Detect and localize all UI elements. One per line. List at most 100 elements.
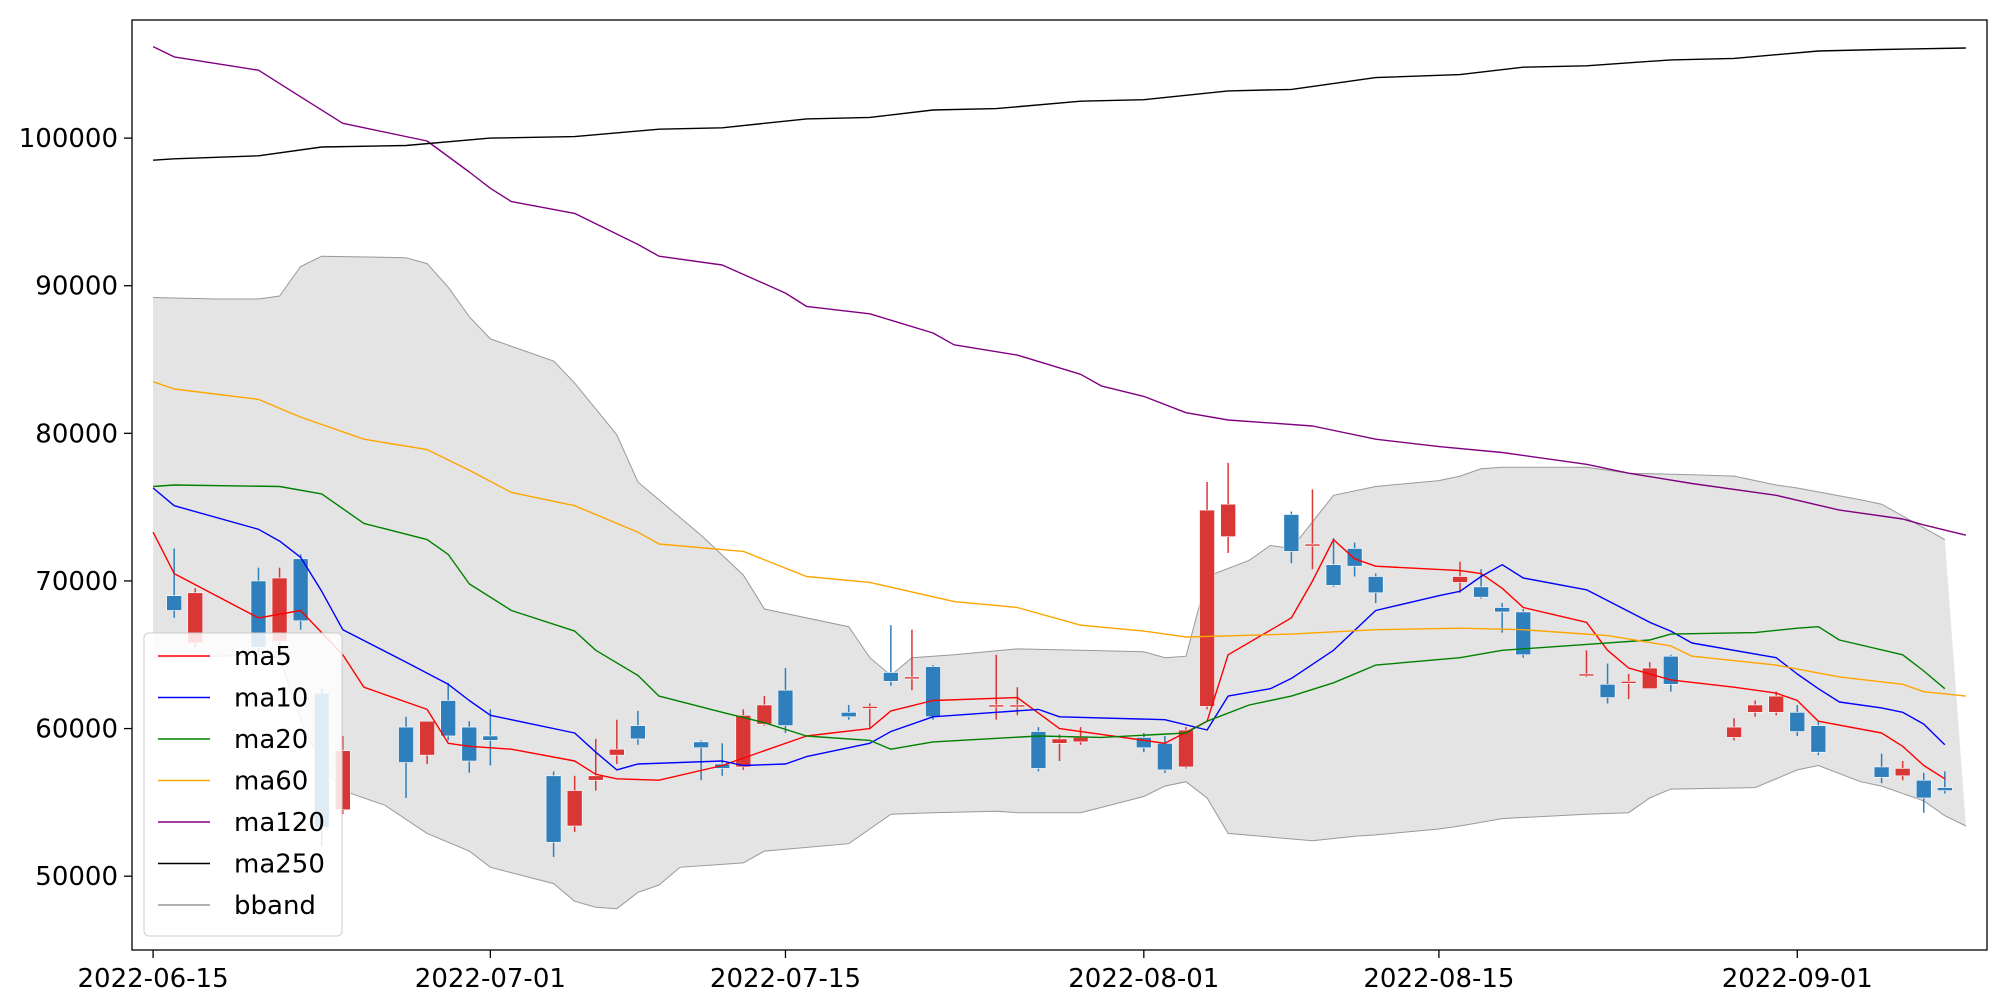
candle-body [904, 676, 920, 680]
candle [166, 548, 182, 618]
candle [1304, 489, 1321, 570]
candle-body [1747, 704, 1763, 713]
candle-body [461, 726, 478, 762]
y-tick-label: 100000 [19, 124, 118, 154]
candle-body [292, 558, 309, 622]
legend-item-ma10: ma10 [158, 684, 308, 714]
candle-body [1051, 738, 1068, 744]
candle-body [398, 726, 414, 763]
candle-body [1136, 737, 1152, 749]
candle [461, 721, 478, 773]
candle-body [271, 577, 288, 642]
legend-item-ma250: ma250 [158, 850, 325, 880]
candle [1873, 753, 1890, 784]
legend-item-ma60: ma60 [158, 767, 308, 797]
x-tick-label: 2022-06-15 [78, 964, 229, 994]
candle-body [1663, 655, 1679, 685]
candle [777, 668, 794, 733]
y-tick-label: 80000 [35, 419, 118, 449]
candle-body [1220, 503, 1236, 537]
candle [883, 625, 899, 686]
candle [1578, 650, 1595, 677]
candle-body [1578, 673, 1595, 677]
series-line-ma20 [153, 484, 1946, 750]
bband-fill [153, 256, 1966, 909]
candle-body [1009, 704, 1026, 708]
x-axis: 2022-06-15 2022-07-01 2022-07-15 2022-08-01… [78, 950, 1873, 994]
candle-body [1030, 731, 1047, 769]
candle [1789, 704, 1806, 736]
candle-body [1726, 726, 1742, 738]
legend: ma5 ma10 ma20 ma60 ma120 ma250 bband [143, 632, 343, 937]
legend-item-bband: bband [158, 891, 316, 921]
candle [904, 629, 920, 691]
candle [419, 720, 435, 764]
candle [1283, 511, 1300, 564]
candle-body [166, 595, 182, 611]
candle-body [735, 714, 752, 768]
legend-label: ma20 [234, 725, 308, 755]
candle-body [630, 725, 646, 740]
legend-label: bband [234, 891, 316, 921]
y-axis: 50000 60000 70000 80000 90000 100000 [19, 124, 132, 892]
y-tick-label: 70000 [35, 567, 118, 597]
candle-body [1473, 586, 1489, 598]
candle-body [1157, 743, 1173, 771]
candle-body [440, 700, 456, 737]
candle-body [714, 763, 731, 769]
legend-label: ma60 [234, 767, 308, 797]
y-tick-label: 90000 [35, 272, 118, 302]
candle-body [1178, 729, 1194, 768]
candle-body [609, 748, 625, 756]
candle [1768, 691, 1785, 716]
candle [545, 771, 562, 857]
candle-body [1346, 548, 1363, 567]
candle [609, 719, 625, 764]
candle-body [545, 775, 562, 843]
candle-body [1283, 514, 1300, 552]
candle [840, 704, 857, 720]
candle [988, 654, 1005, 720]
legend-item-ma20: ma20 [158, 725, 308, 755]
candle-body [1199, 509, 1215, 707]
candle [735, 709, 752, 770]
candle [1894, 761, 1911, 781]
bollinger-band [153, 255, 1967, 910]
candle [1325, 538, 1342, 587]
legend-label: ma5 [234, 642, 292, 672]
series-line-ma60 [152, 381, 1966, 697]
candle-body [1304, 543, 1321, 547]
bband-lower-line [153, 654, 1967, 910]
candle [1367, 573, 1384, 604]
candle [1051, 734, 1068, 762]
candle-body [587, 775, 604, 781]
candle-body [883, 672, 899, 682]
candle [440, 682, 456, 741]
candle [1726, 718, 1742, 741]
candle [1220, 462, 1236, 553]
candle [566, 775, 583, 832]
candle-body [756, 704, 773, 725]
y-tick-label: 50000 [35, 862, 118, 892]
candle [1157, 735, 1173, 773]
candle-body [482, 735, 499, 741]
candle-body [1641, 667, 1658, 690]
candle-body [566, 790, 583, 827]
candle [1915, 772, 1932, 813]
candle-body [1873, 766, 1890, 778]
candle [1747, 700, 1763, 717]
candle [1178, 727, 1194, 769]
candle-body [419, 720, 435, 756]
candle-body [1367, 576, 1384, 594]
candle-body [1515, 611, 1532, 656]
legend-item-ma5: ma5 [158, 642, 292, 672]
x-tick-label: 2022-09-01 [1722, 964, 1873, 994]
candle-body [1768, 695, 1785, 713]
legend-label: ma250 [234, 850, 325, 880]
candle [1663, 654, 1679, 692]
candle-body [861, 706, 878, 709]
candle [1620, 673, 1637, 700]
candle [398, 716, 414, 798]
candle-body [1894, 768, 1911, 777]
